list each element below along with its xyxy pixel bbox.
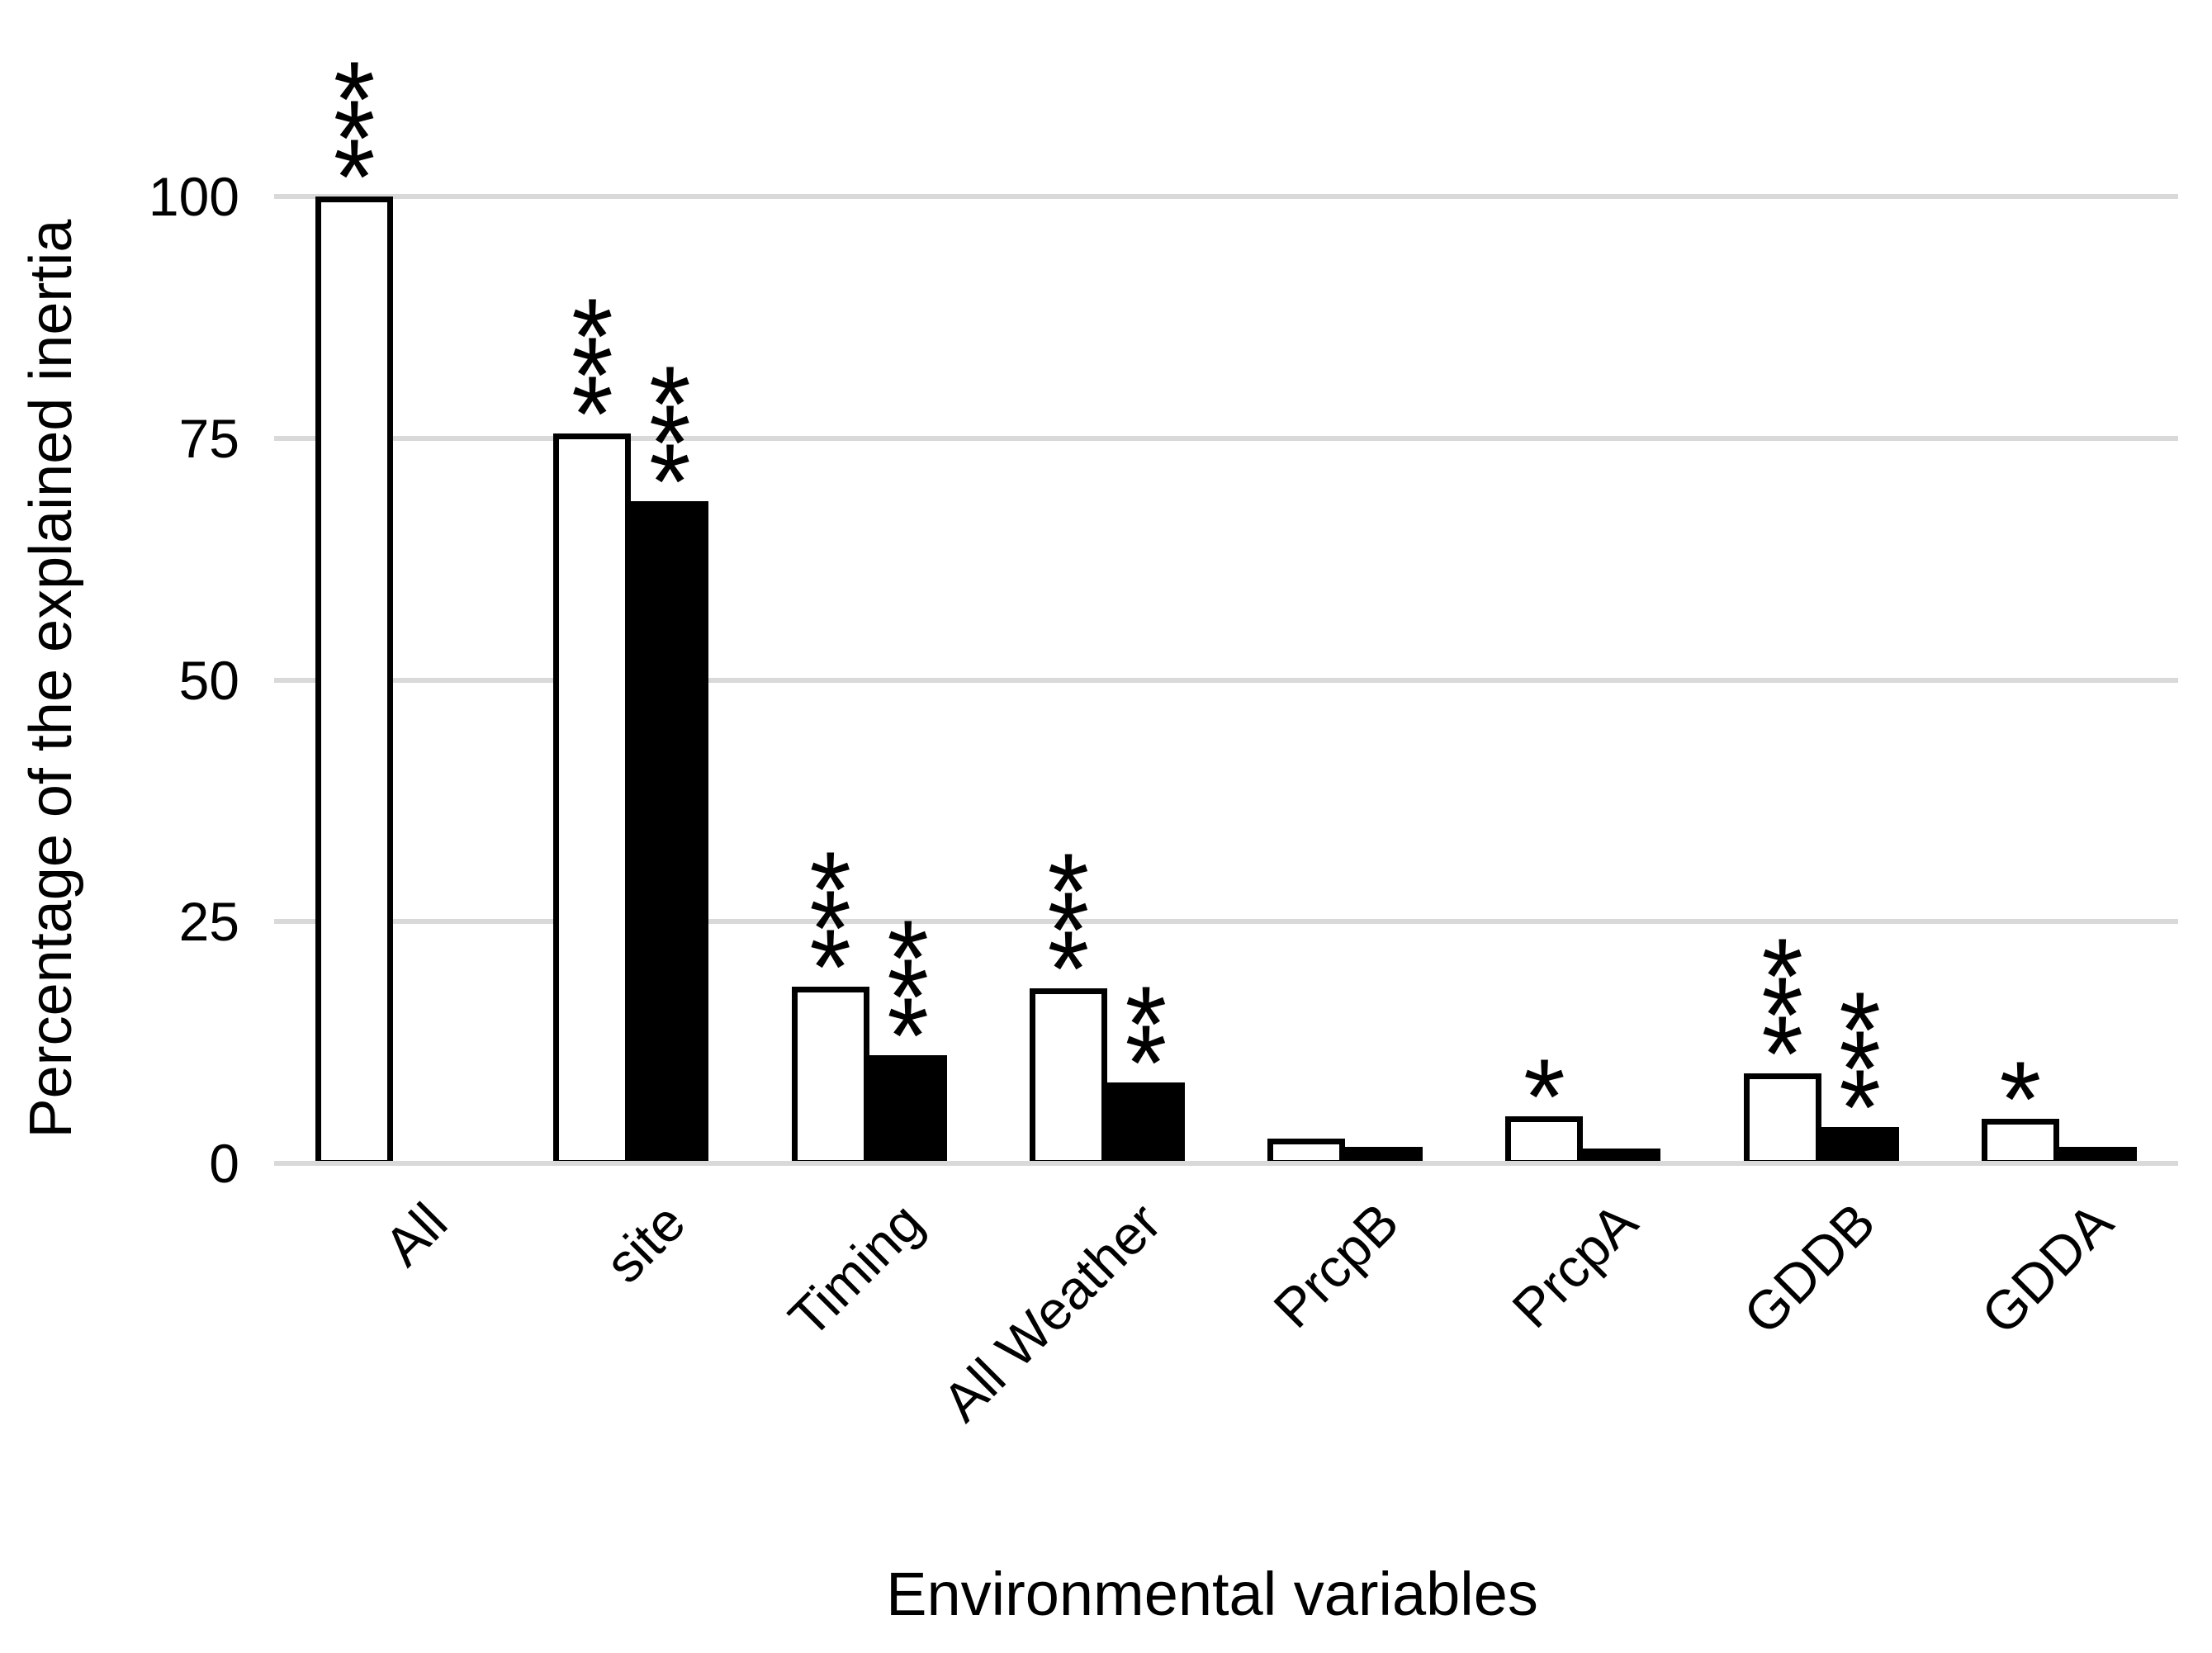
bar-open-GDDB — [1743, 1073, 1821, 1166]
x-category-label: All — [372, 1191, 459, 1277]
y-tick-label: 100 — [148, 166, 239, 227]
bar-open-All Weather — [1029, 988, 1107, 1166]
significance-star: * — [887, 974, 929, 1096]
significance-star: * — [1761, 954, 1803, 1076]
significance-star: * — [1125, 1002, 1168, 1123]
significance-star: * — [1999, 1039, 2042, 1160]
gridline — [274, 194, 2178, 199]
significance-star: * — [1125, 963, 1168, 1084]
bar-filled-Timing — [869, 1054, 947, 1166]
significance-star: * — [1047, 908, 1090, 1030]
significance-star: * — [649, 381, 691, 503]
bar-filled-site — [631, 500, 709, 1166]
significance-star: * — [1761, 916, 1803, 1037]
significance-star: * — [571, 353, 613, 474]
bar-open-All — [315, 197, 394, 1166]
significance-star: * — [333, 39, 376, 159]
gridline — [274, 919, 2178, 925]
y-tick-label: 75 — [178, 407, 239, 469]
significance-star: * — [887, 897, 929, 1018]
significance-star: * — [887, 935, 929, 1057]
significance-star: * — [1047, 869, 1090, 991]
gridline — [274, 677, 2178, 683]
significance-star: * — [1839, 1046, 1881, 1168]
significance-star: * — [333, 78, 376, 198]
x-category-label: Timing — [776, 1191, 935, 1349]
bar-filled-GDDB — [1821, 1126, 1899, 1166]
significance-star: * — [809, 828, 851, 950]
x-category-label: GDDA — [1969, 1191, 2124, 1346]
significance-star: * — [809, 906, 851, 1027]
significance-star: * — [649, 343, 691, 464]
x-axis-title: Environmental variables — [886, 1560, 1538, 1628]
significance-star: * — [809, 867, 851, 988]
x-category-label: All Weather — [931, 1191, 1172, 1433]
gridline — [274, 1161, 2178, 1166]
y-tick-label: 0 — [209, 1133, 239, 1194]
bar-filled-All Weather — [1106, 1082, 1185, 1166]
significance-star: * — [1839, 969, 1881, 1090]
significance-star: * — [333, 116, 376, 237]
significance-star: * — [1839, 1007, 1881, 1129]
x-category-label: site — [593, 1191, 697, 1295]
x-category-label: PrcpA — [1499, 1191, 1649, 1340]
gridline — [274, 435, 2178, 441]
bar-open-Timing — [791, 986, 869, 1166]
bar-open-site — [553, 433, 632, 1166]
y-tick-label: 25 — [178, 891, 239, 953]
significance-star: * — [571, 314, 613, 435]
significance-star: * — [571, 275, 613, 396]
significance-star: * — [1761, 993, 1803, 1115]
x-category-label: PrcpB — [1262, 1191, 1411, 1340]
x-category-label: GDDB — [1731, 1191, 1887, 1346]
significance-star: * — [649, 420, 691, 542]
y-tick-label: 50 — [178, 649, 239, 711]
significance-star: * — [1523, 1035, 1565, 1157]
significance-star: * — [1047, 831, 1090, 952]
